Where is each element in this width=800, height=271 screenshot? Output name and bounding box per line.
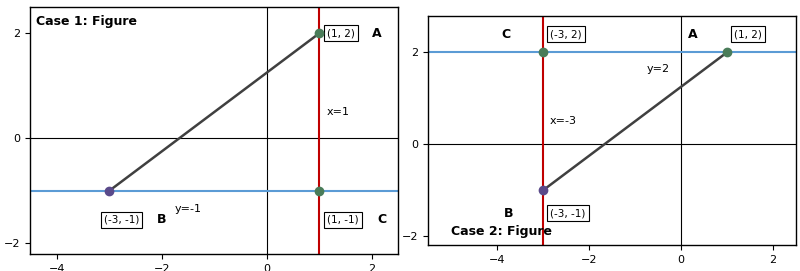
Text: (-3, -1): (-3, -1): [104, 215, 139, 225]
Text: (1, 2): (1, 2): [327, 28, 355, 38]
Text: B: B: [156, 213, 166, 226]
Text: x=-3: x=-3: [550, 116, 577, 126]
Text: y=2: y=2: [646, 64, 670, 74]
Text: A: A: [688, 28, 698, 41]
Text: Case 1: Figure: Case 1: Figure: [36, 15, 137, 28]
Text: Case 2: Figure: Case 2: Figure: [451, 225, 552, 238]
Text: C: C: [377, 213, 386, 226]
Text: C: C: [502, 28, 511, 41]
Text: B: B: [504, 207, 514, 220]
Text: (1, 2): (1, 2): [734, 29, 762, 39]
Text: y=-1: y=-1: [174, 204, 202, 214]
Text: (1, -1): (1, -1): [327, 215, 358, 225]
Text: x=1: x=1: [327, 107, 350, 117]
Text: (-3, -1): (-3, -1): [550, 208, 586, 218]
Text: (-3, 2): (-3, 2): [550, 29, 582, 39]
Text: A: A: [372, 27, 382, 40]
